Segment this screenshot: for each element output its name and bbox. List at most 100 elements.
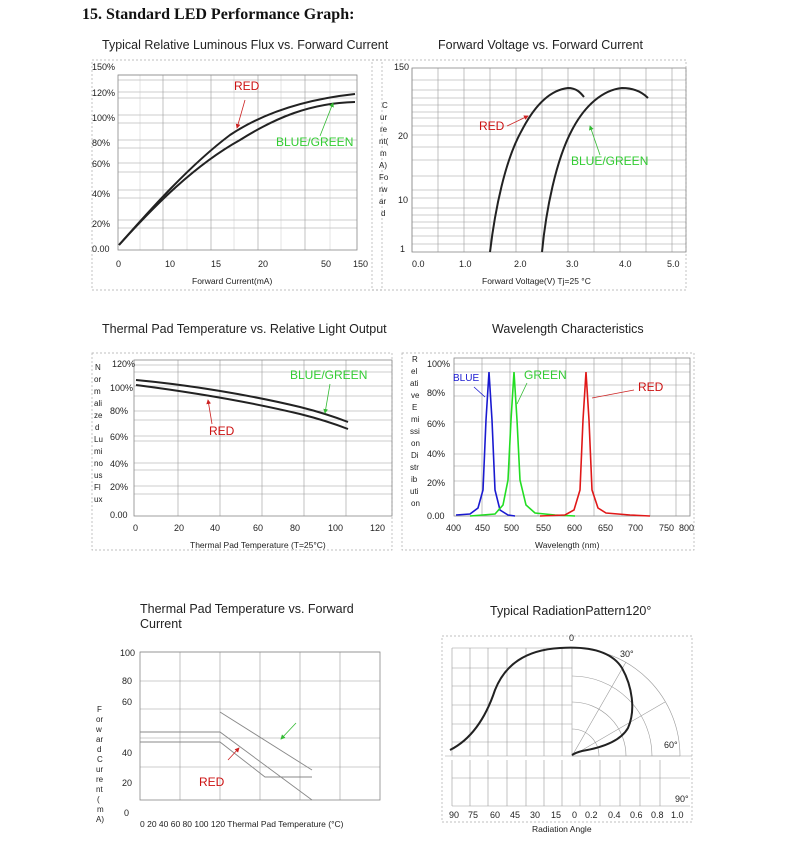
thermal-current-y-tick: 20: [122, 778, 132, 788]
radiation-grid: [445, 647, 692, 807]
wavelength-x-tick: 700: [628, 523, 643, 533]
thermal-light-chart-title: Thermal Pad Temperature vs. Relative Lig…: [102, 322, 387, 336]
thermal-light-x-axis-label: Thermal Pad Temperature (T=25°C): [190, 540, 326, 550]
flux-x-tick: 10: [165, 259, 175, 269]
wavelength-blue-curve: [455, 371, 516, 517]
svg-text:str: str: [410, 463, 419, 472]
voltage-x-tick: 1.0: [459, 259, 472, 269]
svg-text:ux: ux: [94, 495, 102, 504]
wavelength-y-tick: 40%: [427, 449, 445, 459]
flux-y-ticks: 150% 120% 100% 80% 60% 40% 20% 0.00: [92, 62, 115, 254]
flux-x-tick: 20: [258, 259, 268, 269]
flux-red-curve: [118, 93, 356, 246]
radiation-x-tick: 15: [551, 810, 561, 820]
thermal-current-grid: [139, 651, 381, 801]
thermal-light-y-axis-label: N or m ali ze d Lu mi no us Fl ux: [94, 363, 103, 504]
thermal-light-bluegreen-curve: [135, 379, 349, 423]
svg-text:d: d: [95, 423, 99, 432]
voltage-x-tick: 0.0: [412, 259, 425, 269]
thermal-current-x-axis-text: 0 20 40 60 80 100 120 Thermal Pad Temper…: [140, 819, 344, 829]
wavelength-y-tick: 20%: [427, 478, 445, 488]
thermal-current-y-tick: 80: [122, 676, 132, 686]
wavelength-y-tick: 100%: [427, 359, 450, 369]
svg-text:or: or: [94, 375, 101, 384]
wavelength-y-tick: 80%: [427, 388, 445, 398]
thermal-current-y-tick: 100: [120, 648, 135, 658]
wavelength-red-label: RED: [638, 380, 664, 394]
flux-x-tick: 15: [211, 259, 221, 269]
thermal-light-x-tick: 100: [328, 523, 343, 533]
thermal-light-red-curve: [135, 384, 349, 430]
voltage-x-tick: 3.0: [566, 259, 579, 269]
thermal-light-chart: 120% 100% 80% 60% 40% 20% 0.00 N or m al…: [91, 352, 393, 551]
wavelength-y-tick: 0.00: [427, 511, 445, 521]
voltage-outer-frame: [371, 59, 687, 291]
thermal-current-green-line: [219, 711, 313, 771]
svg-text:A): A): [379, 161, 387, 170]
svg-text:Di: Di: [411, 451, 419, 460]
svg-text:A): A): [96, 815, 104, 824]
svg-text:nt(: nt(: [379, 137, 389, 146]
svg-text:ar: ar: [96, 735, 103, 744]
thermal-current-y-ticks: 100 80 60 40 20 0: [120, 648, 135, 818]
flux-x-axis-label: Forward Current(mA): [192, 276, 272, 286]
radiation-x-tick: 30: [530, 810, 540, 820]
wavelength-x-tick: 550: [536, 523, 551, 533]
thermal-light-x-tick: 20: [174, 523, 184, 533]
radiation-x-tick: 45: [510, 810, 520, 820]
thermal-current-y-tick: 0: [124, 808, 129, 818]
flux-y-tick: 60%: [92, 159, 110, 169]
radiation-pattern-curve: [449, 646, 634, 756]
radiation-x-tick: 0.4: [608, 810, 621, 820]
thermal-light-y-tick: 20%: [110, 482, 128, 492]
radiation-angle-label: 30°: [620, 649, 634, 659]
svg-text:re: re: [380, 125, 388, 134]
svg-text:(: (: [97, 795, 100, 804]
svg-text:d: d: [97, 745, 101, 754]
voltage-x-tick: 5.0: [667, 259, 680, 269]
thermal-current-red-label: RED: [199, 775, 225, 789]
thermal-light-x-tick: 60: [253, 523, 263, 533]
svg-text:no: no: [94, 459, 103, 468]
wavelength-y-axis-label: R el ati ve E mi ssi on Di str ib uti on: [410, 355, 420, 508]
flux-y-tick: 0.00: [92, 244, 110, 254]
radiation-x-tick: 0.6: [630, 810, 643, 820]
voltage-x-ticks: 0.0 1.0 2.0 3.0 4.0 5.0: [412, 259, 680, 269]
wavelength-x-tick: 450: [475, 523, 490, 533]
wavelength-chart: 100% 80% 60% 40% 20% 0.00 R el ati ve E …: [401, 352, 695, 551]
svg-text:d: d: [381, 209, 385, 218]
voltage-x-tick: 2.0: [514, 259, 527, 269]
radiation-chart-title: Typical RadiationPattern120°: [490, 604, 652, 618]
voltage-y-tick: 10: [398, 195, 408, 205]
wavelength-x-tick: 800: [679, 523, 694, 533]
radiation-x-ticks: 90 75 60 45 30 15 0 0.2 0.4 0.6 0.8 1.0: [449, 810, 684, 820]
svg-text:mi: mi: [411, 415, 420, 424]
thermal-light-outer-frame: [91, 352, 393, 551]
thermal-light-red-label: RED: [209, 424, 235, 438]
radiation-x-tick: 75: [468, 810, 478, 820]
thermal-light-x-tick: 120: [370, 523, 385, 533]
voltage-y-ticks: 150 20 10 1: [394, 62, 409, 254]
voltage-red-curve: [489, 86, 585, 253]
svg-text:ur: ur: [380, 113, 387, 122]
thermal-light-y-ticks: 120% 100% 80% 60% 40% 20% 0.00: [110, 359, 135, 520]
voltage-y-tick: 1: [400, 244, 405, 254]
thermal-current-chart-title: Thermal Pad Temperature vs. Forward Curr…: [140, 602, 354, 631]
wavelength-x-tick: 500: [504, 523, 519, 533]
thermal-light-x-tick: 80: [290, 523, 300, 533]
svg-text:C: C: [97, 755, 103, 764]
radiation-outer-frame: [441, 635, 693, 823]
svg-text:w: w: [95, 725, 102, 734]
thermal-light-y-tick: 40%: [110, 459, 128, 469]
voltage-x-axis-label: Forward Voltage(V) Tj=25 °C: [482, 276, 591, 286]
flux-x-tick: 150: [353, 259, 368, 269]
svg-text:uti: uti: [410, 487, 419, 496]
svg-text:Lu: Lu: [94, 435, 103, 444]
flux-red-label: RED: [234, 79, 260, 93]
svg-text:re: re: [96, 775, 104, 784]
svg-text:ve: ve: [411, 391, 420, 400]
svg-text:C: C: [382, 101, 388, 110]
svg-text:ssi: ssi: [410, 427, 420, 436]
svg-text:mi: mi: [94, 447, 103, 456]
